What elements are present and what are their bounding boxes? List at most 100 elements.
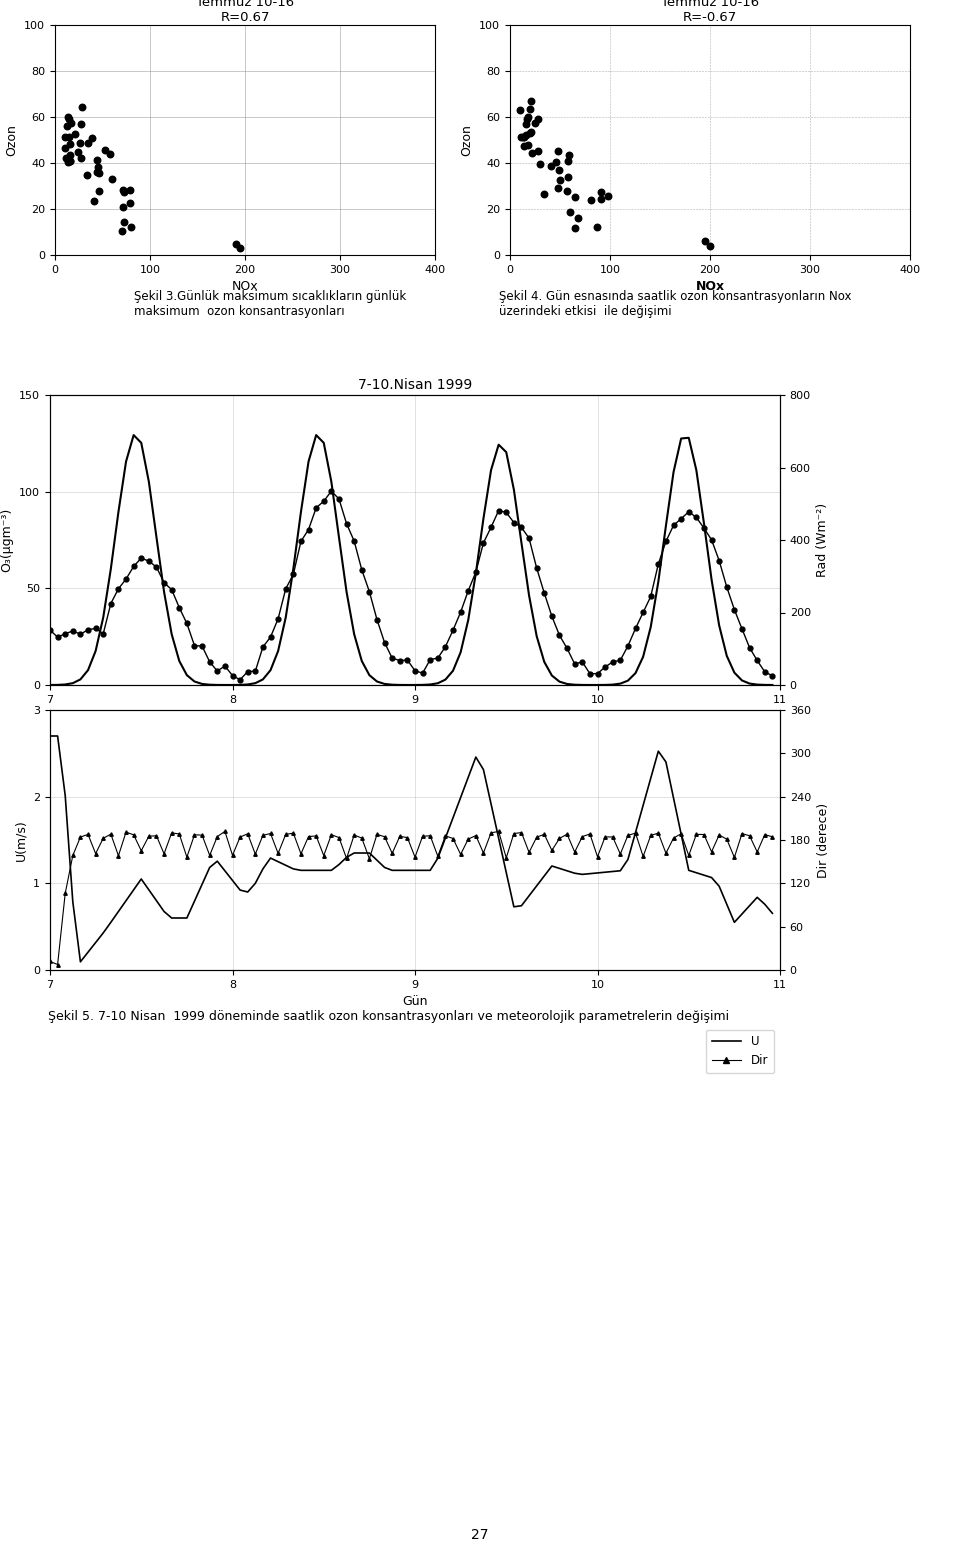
Point bbox=[531, 138, 546, 163]
U bbox=[44, 726, 56, 745]
Dir bbox=[219, 822, 230, 840]
Point bbox=[533, 152, 548, 177]
Point bbox=[122, 177, 137, 202]
Point bbox=[62, 149, 78, 174]
Point bbox=[116, 180, 132, 205]
Point bbox=[567, 185, 583, 210]
Point bbox=[61, 131, 77, 156]
Point bbox=[513, 97, 528, 122]
U bbox=[417, 861, 428, 880]
Point bbox=[62, 149, 78, 174]
Dir bbox=[52, 955, 63, 973]
Point bbox=[114, 219, 130, 244]
Point bbox=[549, 149, 564, 174]
Line: Dir: Dir bbox=[48, 829, 774, 966]
Y-axis label: Dir (derece): Dir (derece) bbox=[817, 803, 829, 878]
Point bbox=[527, 111, 542, 136]
Point bbox=[518, 122, 534, 147]
Point bbox=[89, 149, 105, 174]
Dir bbox=[265, 825, 276, 844]
Point bbox=[91, 178, 107, 203]
Point bbox=[588, 214, 604, 239]
Dir bbox=[767, 828, 779, 847]
Point bbox=[530, 106, 545, 131]
U bbox=[257, 859, 269, 878]
Rad bbox=[417, 676, 428, 695]
Point bbox=[232, 236, 248, 261]
Rad bbox=[44, 676, 56, 695]
Rad bbox=[440, 670, 451, 689]
Point bbox=[103, 141, 118, 166]
Line: Rad: Rad bbox=[50, 435, 773, 685]
Point bbox=[537, 182, 552, 207]
Point bbox=[561, 164, 576, 189]
O3 bbox=[143, 552, 155, 571]
Point bbox=[90, 155, 106, 180]
U bbox=[151, 892, 162, 911]
X-axis label: NOx: NOx bbox=[695, 280, 725, 293]
Point bbox=[98, 138, 113, 163]
Point bbox=[123, 191, 138, 216]
Point bbox=[524, 119, 540, 144]
Title: Temmuz 10-16
R=0.67: Temmuz 10-16 R=0.67 bbox=[196, 0, 294, 23]
Point bbox=[61, 125, 77, 150]
Legend: O3, Rad: O3, Rad bbox=[701, 745, 774, 789]
Point bbox=[115, 177, 131, 202]
Point bbox=[522, 121, 538, 146]
Point bbox=[74, 94, 89, 119]
Point bbox=[560, 178, 575, 203]
Point bbox=[516, 133, 532, 158]
Point bbox=[58, 146, 73, 171]
Point bbox=[62, 142, 78, 167]
Point bbox=[70, 139, 85, 164]
Y-axis label: Rad (Wm⁻²): Rad (Wm⁻²) bbox=[816, 502, 829, 577]
Point bbox=[600, 183, 615, 208]
Line: U: U bbox=[50, 736, 773, 962]
Rad bbox=[767, 676, 779, 695]
Y-axis label: Ozon: Ozon bbox=[6, 124, 19, 156]
Rad bbox=[364, 665, 375, 684]
Point bbox=[550, 138, 565, 163]
Point bbox=[60, 106, 76, 131]
Point bbox=[60, 147, 76, 172]
Point bbox=[60, 149, 76, 174]
Point bbox=[524, 141, 540, 166]
O3 bbox=[767, 667, 779, 685]
O3 bbox=[257, 637, 269, 656]
Point bbox=[520, 105, 536, 130]
Point bbox=[73, 111, 88, 136]
Dir bbox=[151, 826, 162, 845]
Text: Şekil 4. Gün esnasında saatlik ozon konsantrasyonların Nox
üzerindeki etkisi  il: Şekil 4. Gün esnasında saatlik ozon kons… bbox=[499, 290, 852, 318]
Point bbox=[67, 122, 83, 147]
Point bbox=[518, 113, 534, 138]
Point bbox=[91, 160, 107, 185]
Point bbox=[105, 166, 120, 191]
Point bbox=[563, 199, 578, 224]
Point bbox=[58, 135, 73, 160]
Y-axis label: O₃(μgm⁻³): O₃(μgm⁻³) bbox=[1, 509, 13, 573]
O3 bbox=[234, 670, 246, 689]
Point bbox=[72, 130, 87, 155]
Rad bbox=[721, 646, 732, 665]
U bbox=[364, 844, 375, 862]
Text: 27: 27 bbox=[471, 1527, 489, 1542]
Point bbox=[60, 105, 75, 130]
Point bbox=[228, 232, 243, 257]
U bbox=[767, 905, 779, 923]
Rad bbox=[128, 426, 139, 444]
Point bbox=[514, 125, 529, 150]
Rad bbox=[151, 527, 162, 546]
Point bbox=[89, 160, 105, 185]
Point bbox=[73, 146, 88, 171]
U bbox=[713, 876, 725, 895]
Point bbox=[593, 186, 609, 211]
Title: 7-10.Nisan 1999: 7-10.Nisan 1999 bbox=[358, 379, 472, 393]
U bbox=[75, 953, 86, 972]
Text: Şekil 5. 7-10 Nisan  1999 döneminde saatlik ozon konsantrasyonları ve meteoroloj: Şekil 5. 7-10 Nisan 1999 döneminde saatl… bbox=[48, 1009, 730, 1024]
Line: O3: O3 bbox=[48, 488, 775, 682]
Point bbox=[562, 142, 577, 167]
Point bbox=[570, 205, 586, 230]
Legend: U, Dir: U, Dir bbox=[706, 1030, 774, 1074]
Dir bbox=[721, 829, 732, 848]
O3 bbox=[44, 621, 56, 640]
